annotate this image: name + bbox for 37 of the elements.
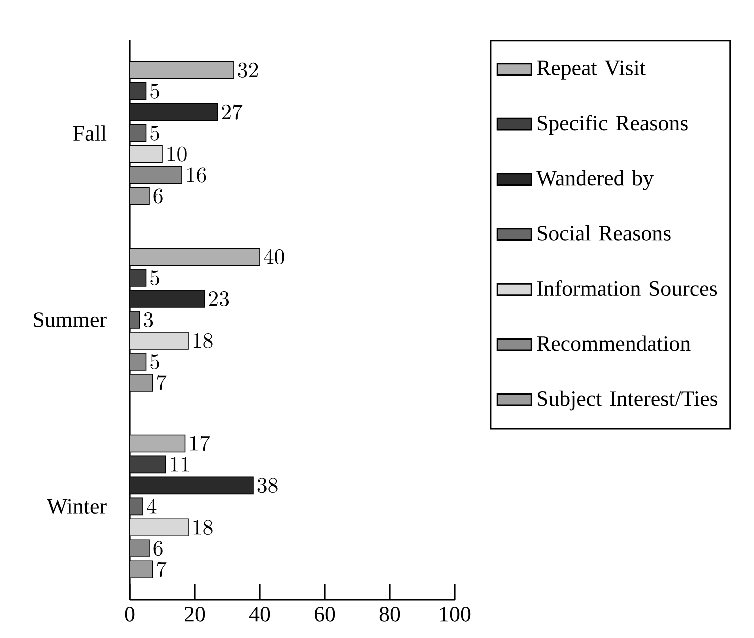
x-tick-label: 20	[185, 607, 206, 622]
x-tick-label: 40	[249, 607, 270, 622]
data-label: 6	[154, 188, 163, 204]
data-label: 5	[150, 354, 160, 370]
legend-label: Subject Interest/Ties	[538, 390, 718, 411]
legend-label: Recommendation	[537, 336, 691, 352]
legend-label: Specific Reasons	[538, 115, 688, 136]
x-tick-label: 80	[380, 607, 400, 622]
legend-label: Information Sources	[537, 280, 718, 296]
data-label: 27	[222, 104, 243, 120]
data-label: 7	[157, 562, 167, 578]
data-label: 16	[187, 168, 206, 183]
x-tick-label: 0	[125, 607, 135, 622]
legend-label: Wandered by	[536, 170, 654, 190]
data-label: 4	[147, 498, 157, 514]
data-label: 6	[154, 541, 163, 556]
data-label: 18	[194, 333, 213, 348]
data-label: 3	[144, 312, 154, 328]
data-label: 5	[150, 270, 160, 286]
legend-label: Social Reasons	[538, 225, 671, 241]
data-label: 18	[194, 520, 213, 536]
y-tick-label: Summer	[34, 312, 107, 328]
data-label: 10	[168, 146, 187, 162]
x-tick-label: 100	[440, 607, 471, 622]
data-label: 38	[258, 478, 278, 494]
data-label: 7	[157, 375, 167, 390]
data-label: 40	[264, 249, 284, 265]
data-label: 11	[171, 457, 190, 472]
y-tick-label: Fall	[74, 126, 107, 142]
data-label: 23	[209, 292, 230, 307]
data-label: 32	[238, 62, 258, 78]
x-tick-label: 60	[314, 607, 336, 622]
data-label: 17	[190, 436, 210, 452]
y-tick-label: Winter	[47, 499, 107, 514]
data-label: 5	[150, 84, 160, 99]
legend-label: Repeat Visit	[537, 60, 646, 80]
data-label: 5	[150, 126, 160, 141]
